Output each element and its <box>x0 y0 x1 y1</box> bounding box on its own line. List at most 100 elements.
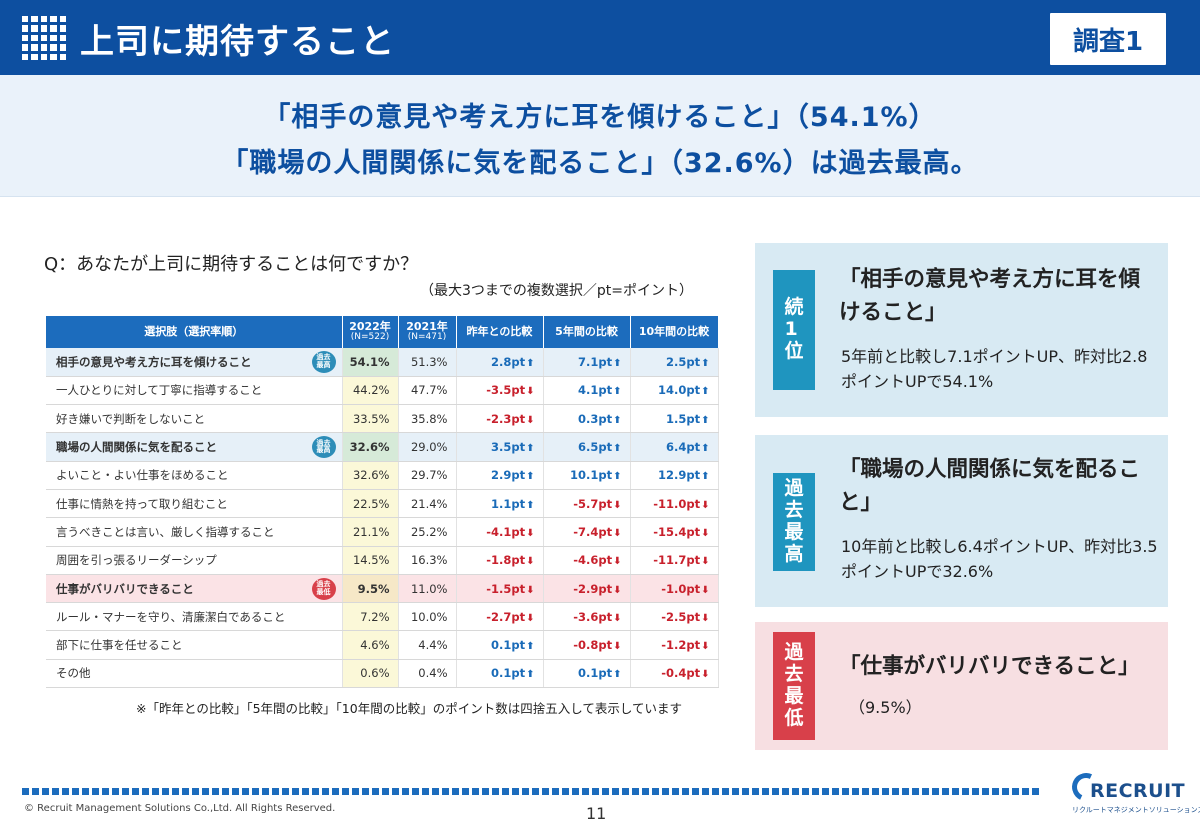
question-text: Q：あなたが上司に期待することは何ですか？ <box>44 254 419 275</box>
arrow-down-icon: ⬇ <box>526 527 535 539</box>
diff-1-year: 0.1pt⬆ <box>456 659 544 689</box>
diff-5-year: -2.9pt⬇ <box>543 574 631 604</box>
arrow-down-icon: ⬇ <box>701 499 710 511</box>
diff-5-year: 6.5pt⬆ <box>543 432 631 462</box>
box-heading: 「相手の意見や考え方に耳を傾けること」 <box>839 267 1141 326</box>
diff-value: -1.2pt <box>661 638 701 653</box>
arrow-down-icon: ⬇ <box>701 641 710 653</box>
diff-1-year: -4.1pt⬇ <box>456 517 544 547</box>
value-2022: 22.5% <box>342 489 399 519</box>
highlight-box-record-low: 過去最低 「仕事がバリバリできること」 （9.5%） <box>755 622 1168 750</box>
diff-value: -3.6pt <box>573 609 613 624</box>
arrow-up-icon: ⬆ <box>526 641 535 653</box>
diff-value: 6.4pt <box>666 440 701 455</box>
diff-value: 7.1pt <box>578 354 613 369</box>
survey-badge: 調査1 <box>1048 11 1168 67</box>
box-heading: 「職場の人間関係に気を配ること」 <box>839 457 1141 516</box>
row-label: よいこと・よい仕事をほめること <box>46 461 343 490</box>
diff-value: -7.4pt <box>573 524 613 539</box>
row-label: 一人ひとりに対して丁寧に指導すること <box>46 376 343 406</box>
arrow-up-icon: ⬆ <box>613 386 622 398</box>
row-label: 好き嫌いで判断をしないこと <box>46 404 343 434</box>
diff-value: -2.9pt <box>573 581 613 596</box>
diff-5-year: -7.4pt⬇ <box>543 517 631 547</box>
box-heading: 「仕事がバリバリできること」 <box>839 654 1140 679</box>
value-2021: 11.0% <box>398 574 457 604</box>
diff-value: 3.5pt <box>491 440 526 455</box>
table-body: 相手の意見や考え方に耳を傾けること 過去 最高 54.1% 51.3% 2.8pt⬆ 7.1… <box>46 348 719 689</box>
row-label-text: 好き嫌いで判断をしないこと <box>56 411 206 426</box>
table-row: 好き嫌いで判断をしないこと 33.5% 35.8% -2.3pt⬇ 0.3pt⬆ 1.5p… <box>46 404 719 434</box>
column-header: 2021年 (N=471) <box>398 316 457 348</box>
arrow-down-icon: ⬇ <box>526 414 535 426</box>
arrow-down-icon: ⬇ <box>701 584 710 596</box>
table-row: その他 0.6% 0.4% 0.1pt⬆ 0.1pt⬆ -0.4pt⬇ <box>46 659 719 689</box>
diff-10-year: -15.4pt⬇ <box>630 517 719 547</box>
value-2022: 33.5% <box>342 404 399 434</box>
arrow-up-icon: ⬆ <box>613 443 622 455</box>
value-2021: 47.7% <box>398 376 457 406</box>
grid-icon <box>22 16 66 60</box>
value-2022: 0.6% <box>342 659 399 689</box>
value-2021: 16.3% <box>398 546 457 575</box>
table-row: よいこと・よい仕事をほめること 32.6% 29.7% 2.9pt⬆ 10.1pt⬆ 12… <box>46 461 719 490</box>
value-2021: 0.4% <box>398 659 457 689</box>
value-2022: 9.5% <box>342 574 399 604</box>
record-low-label: 過去最低 <box>773 632 815 740</box>
question-note: （最大3つまでの複数選択／pt=ポイント） <box>420 283 694 299</box>
row-label-text: 周囲を引っ張るリーダーシップ <box>56 553 217 568</box>
diff-10-year: 1.5pt⬆ <box>630 404 719 434</box>
arrow-down-icon: ⬇ <box>613 556 622 568</box>
diff-value: 6.5pt <box>578 440 613 455</box>
logo-wordmark: RECRUIT <box>1090 780 1186 802</box>
diff-10-year: 12.9pt⬆ <box>630 461 719 490</box>
box-description: 5年前と比較し7.1ポイントUP、昨対比2.8ポイントUPで54.1% <box>841 347 1148 391</box>
row-label-text: 仕事に情熱を持って取り組むこと <box>56 496 228 511</box>
diff-5-year: -0.8pt⬇ <box>543 630 631 660</box>
arrow-down-icon: ⬇ <box>526 584 535 596</box>
arrow-down-icon: ⬇ <box>613 499 622 511</box>
value-2022: 7.2% <box>342 602 399 632</box>
row-label: 言うべきことは言い、厳しく指導すること <box>46 517 343 547</box>
diff-1-year: 0.1pt⬆ <box>456 630 544 660</box>
row-label: 職場の人間関係に気を配ること 過去 最高 <box>46 432 343 462</box>
row-label: 仕事に情熱を持って取り組むこと <box>46 489 343 519</box>
arrow-up-icon: ⬆ <box>701 357 710 369</box>
column-header: 10年間の比較 <box>630 316 719 348</box>
diff-value: 2.8pt <box>491 354 526 369</box>
column-header: 昨年との比較 <box>456 316 544 348</box>
record-high-tag: 過去 最高 <box>311 436 336 459</box>
diff-value: -2.3pt <box>486 411 526 426</box>
arrow-down-icon: ⬇ <box>701 669 710 681</box>
table-row: 一人ひとりに対して丁寧に指導すること 44.2% 47.7% -3.5pt⬇ 4.1pt… <box>46 376 719 406</box>
logo-subtitle: リクルートマネジメントソリューションズ <box>1072 806 1200 814</box>
diff-10-year: -0.4pt⬇ <box>630 659 719 689</box>
diff-value: -11.0pt <box>653 496 701 511</box>
table-row: 仕事がバリバリできること 過去 最低 9.5% 11.0% -1.5pt⬇ -2.9pt⬇ -… <box>46 574 719 604</box>
footnote: ※「昨年との比較」「5年間の比較」「10年間の比較」のポイント数は四捨五入して表… <box>136 701 682 716</box>
value-2021: 29.0% <box>398 432 457 462</box>
diff-value: -0.4pt <box>661 666 701 681</box>
table-row: 職場の人間関係に気を配ること 過去 最高 32.6% 29.0% 3.5pt⬆ 6.5pt⬆… <box>46 432 719 462</box>
diff-5-year: 10.1pt⬆ <box>543 461 631 490</box>
diff-10-year: 14.0pt⬆ <box>630 376 719 406</box>
row-label-text: その他 <box>56 666 91 681</box>
arrow-down-icon: ⬇ <box>613 584 622 596</box>
arrow-up-icon: ⬆ <box>613 471 622 483</box>
vlabel-text: 過去最低 <box>784 641 804 729</box>
row-label: 仕事がバリバリできること 過去 最低 <box>46 574 343 604</box>
arrow-up-icon: ⬆ <box>526 499 535 511</box>
table-row: 相手の意見や考え方に耳を傾けること 過去 最高 54.1% 51.3% 2.8pt⬆ 7.1… <box>46 348 719 377</box>
diff-value: 14.0pt <box>658 383 701 398</box>
diff-10-year: 6.4pt⬆ <box>630 432 719 462</box>
diff-value: 4.1pt <box>578 383 613 398</box>
diff-value: 0.3pt <box>578 411 613 426</box>
value-2022: 44.2% <box>342 376 399 406</box>
value-2022: 54.1% <box>342 348 399 377</box>
highlight-box-record-high: 過去最高 「職場の人間関係に気を配ること」 10年前と比較し6.4ポイントUP、… <box>755 435 1168 607</box>
diff-value: 2.9pt <box>491 468 526 483</box>
column-header: 選択肢（選択率順） <box>46 316 343 348</box>
row-label: 周囲を引っ張るリーダーシップ <box>46 546 343 575</box>
diff-value: -0.8pt <box>573 638 613 653</box>
diff-value: 0.1pt <box>578 666 613 681</box>
